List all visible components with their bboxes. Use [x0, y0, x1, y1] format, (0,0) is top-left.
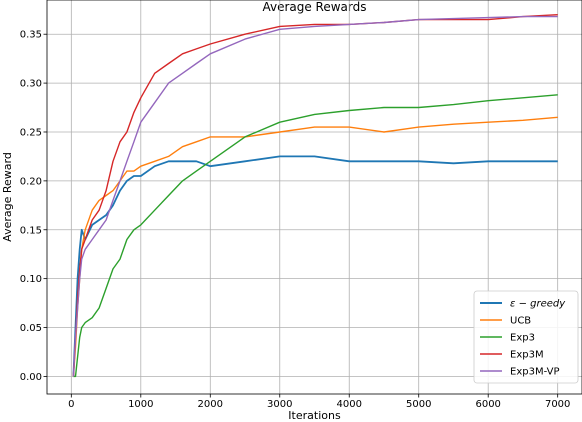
x-tick-label: 1000 [128, 399, 153, 410]
y-axis-label: Average Reward [1, 152, 14, 242]
series-line-4 [72, 15, 558, 377]
x-tick-label: 2000 [198, 399, 223, 410]
series-line-2 [73, 94, 558, 378]
x-tick-label: 3000 [267, 399, 292, 410]
y-tick-label: 0.15 [20, 225, 42, 236]
y-tick-label: 0.20 [20, 176, 42, 187]
legend-entry: Exp3M [510, 350, 544, 361]
x-tick-label: 4000 [337, 399, 362, 410]
y-tick-label: 0.10 [20, 274, 42, 285]
legend: ε − greedy UCB Exp3 Exp3M Exp3M-VP [473, 290, 579, 384]
chart-title: Average Rewards [262, 0, 366, 14]
y-tick-label: 0.00 [20, 372, 42, 383]
y-tick-label: 0.05 [20, 323, 42, 334]
y-tick-label: 0.35 [20, 30, 42, 41]
x-tick-label: 7000 [545, 399, 570, 410]
x-tick-label: 5000 [406, 399, 431, 410]
legend-entry: Exp3 [510, 333, 535, 344]
y-tick-label: 0.25 [20, 127, 42, 138]
legend-box [473, 290, 579, 384]
x-tick-label: 0 [68, 399, 74, 410]
series-line-1 [72, 116, 558, 377]
legend-entry: UCB [510, 316, 531, 327]
x-axis-label: Iterations [288, 409, 341, 422]
plot-frame [46, 0, 582, 395]
legend-entry: Exp3M-VP [510, 367, 559, 378]
series-layer [72, 14, 558, 378]
x-tick-label: 6000 [475, 399, 500, 410]
ticks: 0 1000 2000 3000 4000 5000 6000 7000 0.00 0.05 0.1… [20, 30, 571, 410]
legend-entry: ε − greedy [510, 299, 566, 310]
y-tick-label: 0.30 [20, 79, 42, 90]
